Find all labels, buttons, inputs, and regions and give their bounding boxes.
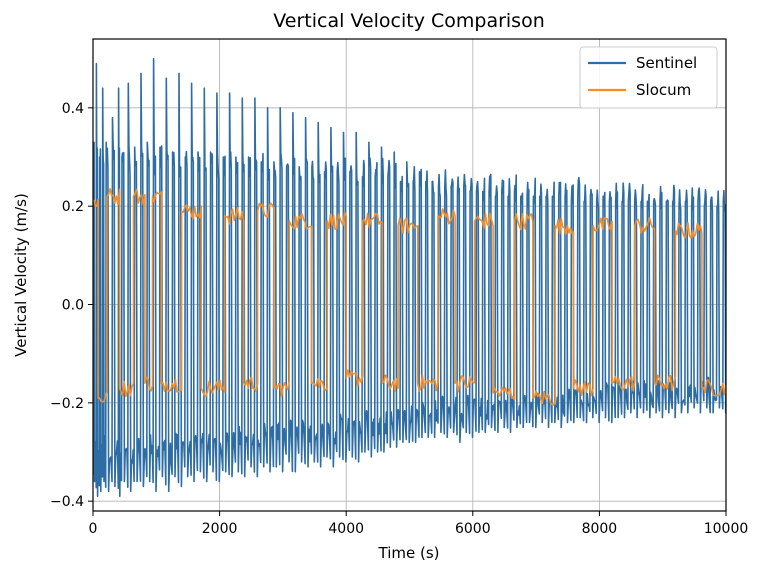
series-sentinel [93,57,726,498]
y-tick-label: 0.4 [62,101,84,117]
y-tick-label: 0.0 [62,298,84,314]
legend: Sentinel Slocum [579,46,718,109]
legend-label-slocum: Slocum [636,81,691,99]
x-tick-label: 0 [89,521,98,537]
x-tick-label: 8000 [582,521,618,537]
series-slocum [93,188,726,406]
y-tick-label: −0.4 [50,494,84,510]
y-tick-label: −0.2 [50,396,84,412]
x-tick-label: 6000 [455,521,491,537]
plot-area [93,57,726,498]
y-tick-label: 0.2 [62,199,84,215]
x-axis-label: Time (s) [378,544,440,562]
x-tick-label: 2000 [202,521,238,537]
plot-frame [92,38,727,512]
series-line-sentinel [93,57,726,498]
x-axis: 0 2000 4000 6000 8000 10000 [89,511,749,537]
y-axis: −0.4 −0.2 0.0 0.2 0.4 [50,101,93,510]
x-tick-label: 4000 [328,521,364,537]
series-line-slocum [93,188,726,406]
x-tick-label: 10000 [704,521,749,537]
legend-label-sentinel: Sentinel [636,54,697,72]
y-axis-label: Vertical Velocity (m/s) [12,193,30,357]
chart-title: Vertical Velocity Comparison [273,10,545,32]
